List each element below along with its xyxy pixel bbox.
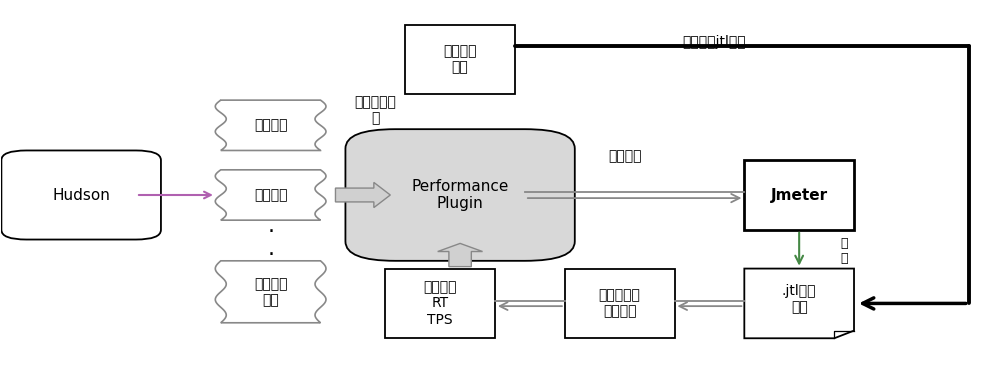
- Text: 满足触发条
件: 满足触发条 件: [354, 95, 396, 125]
- Bar: [744, 160, 854, 230]
- Polygon shape: [215, 170, 326, 220]
- Polygon shape: [215, 261, 326, 323]
- Text: 性能指标
RT
TPS: 性能指标 RT TPS: [423, 280, 457, 326]
- Text: Hudson: Hudson: [52, 188, 110, 202]
- Text: 定时触发: 定时触发: [254, 118, 287, 132]
- Bar: [565, 269, 675, 338]
- Text: Jmeter: Jmeter: [771, 188, 828, 202]
- Text: 手工触发: 手工触发: [254, 188, 287, 202]
- FancyArrow shape: [438, 243, 483, 267]
- Text: Performance
Plugin: Performance Plugin: [411, 179, 509, 211]
- Polygon shape: [215, 100, 326, 151]
- Text: 代码变更
触发: 代码变更 触发: [254, 277, 287, 307]
- Polygon shape: [744, 269, 854, 338]
- FancyBboxPatch shape: [345, 129, 575, 261]
- Text: 全部载入内
存，解析: 全部载入内 存，解析: [599, 288, 641, 319]
- Text: ·: ·: [267, 222, 274, 242]
- Text: 执行测试: 执行测试: [608, 149, 641, 163]
- FancyArrow shape: [335, 183, 390, 207]
- Text: 获取所有jtl文件: 获取所有jtl文件: [683, 35, 746, 49]
- FancyBboxPatch shape: [1, 151, 161, 239]
- Bar: [385, 269, 495, 338]
- Text: .jtl结果
文件: .jtl结果 文件: [782, 284, 816, 315]
- Text: ·: ·: [267, 245, 274, 265]
- Bar: [405, 25, 515, 94]
- Text: 生
成: 生 成: [840, 237, 848, 265]
- Text: 回归结果
查询: 回归结果 查询: [443, 44, 477, 74]
